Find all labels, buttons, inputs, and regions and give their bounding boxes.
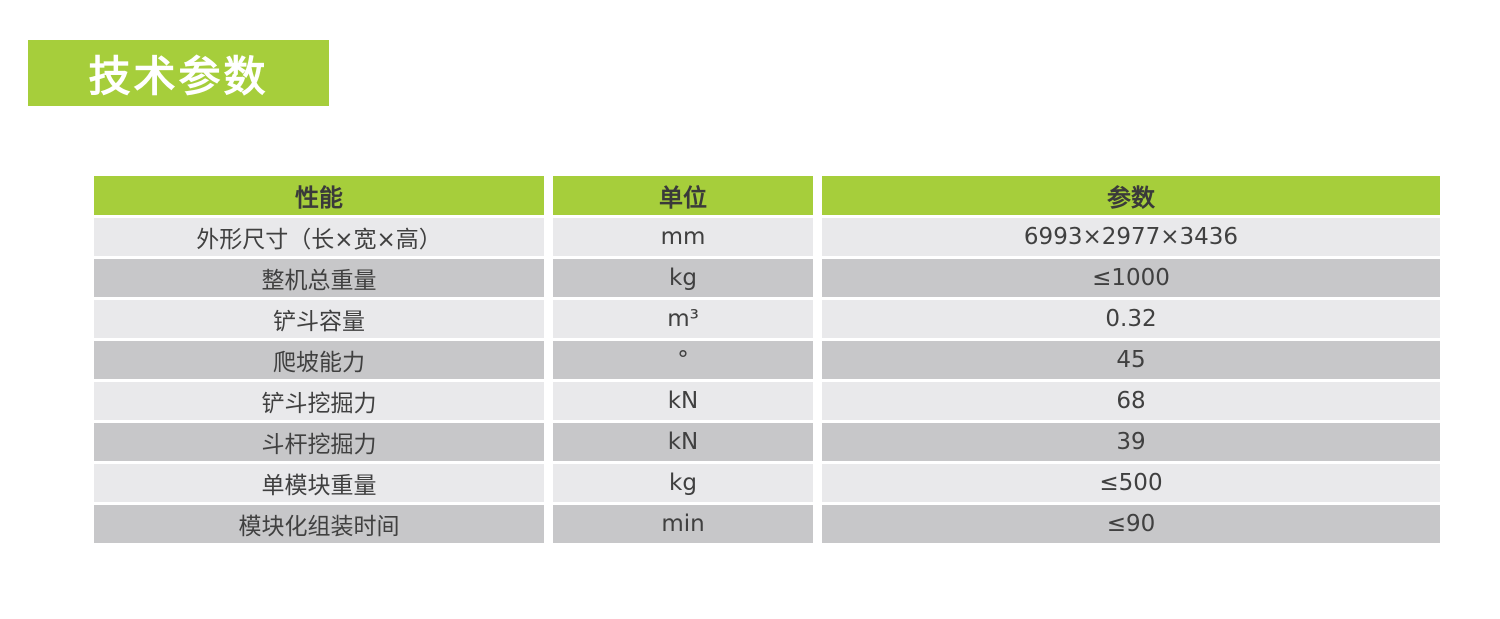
spec-name-cell: 外形尺寸（长×宽×高） (94, 218, 544, 256)
spec-value-cell: 6993×2977×3436 (822, 218, 1440, 256)
header-unit: 单位 (553, 176, 813, 215)
spec-name-cell: 爬坡能力 (94, 341, 544, 379)
spec-unit-cell: mm (553, 218, 813, 256)
spec-table: 性能 单位 参数 外形尺寸（长×宽×高） mm 6993×2977×3436 整机总重… (94, 176, 1440, 543)
spec-name-cell: 斗杆挖掘力 (94, 423, 544, 461)
spec-value-cell: 68 (822, 382, 1440, 420)
spec-value-cell: 0.32 (822, 300, 1440, 338)
spec-unit-cell: kN (553, 423, 813, 461)
spec-unit-cell: min (553, 505, 813, 543)
spec-unit-cell: kN (553, 382, 813, 420)
spec-name-cell: 模块化组装时间 (94, 505, 544, 543)
spec-name-cell: 整机总重量 (94, 259, 544, 297)
spec-value-cell: ≤500 (822, 464, 1440, 502)
spec-value-cell: ≤90 (822, 505, 1440, 543)
spec-unit-cell: kg (553, 259, 813, 297)
spec-value-cell: 45 (822, 341, 1440, 379)
spec-name-cell: 单模块重量 (94, 464, 544, 502)
spec-unit-cell: kg (553, 464, 813, 502)
spec-name-cell: 铲斗容量 (94, 300, 544, 338)
header-performance: 性能 (94, 176, 544, 215)
spec-unit-cell: ° (553, 341, 813, 379)
header-parameter: 参数 (822, 176, 1440, 215)
spec-value-cell: ≤1000 (822, 259, 1440, 297)
spec-name-cell: 铲斗挖掘力 (94, 382, 544, 420)
spec-unit-cell: m³ (553, 300, 813, 338)
spec-value-cell: 39 (822, 423, 1440, 461)
section-title: 技术参数 (88, 51, 269, 101)
section-title-badge: 技术参数 (28, 40, 329, 106)
